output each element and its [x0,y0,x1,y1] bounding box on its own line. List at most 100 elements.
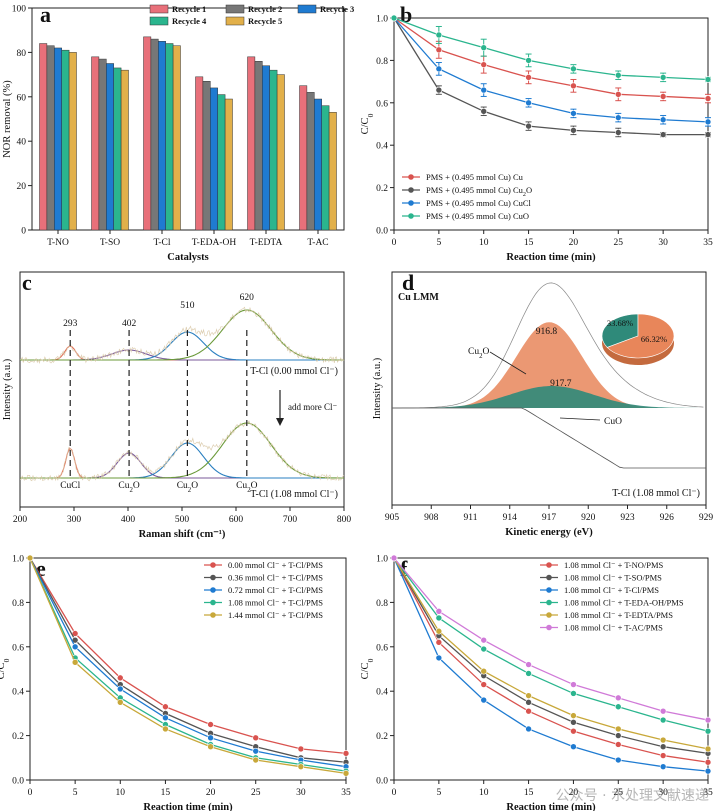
x-tick-label: 35 [703,788,713,798]
legend-marker [546,562,552,568]
x-tick-label: 30 [658,788,668,798]
x-axis-label: Reaction time (min) [143,802,233,811]
legend-label: 1.08 mmol Cl⁻ + T-Cl/PMS [228,598,323,608]
peak-species-label: Cu2O [177,481,199,494]
data-point [480,61,488,68]
data-point [570,727,577,735]
data-point [162,703,169,711]
data-point [570,718,577,726]
peak-species-label: CuCl [60,481,80,491]
fit-component [20,331,344,361]
envelope-outline [392,282,704,409]
data-point [342,750,350,757]
bar [202,81,211,231]
bar [106,63,114,231]
bar [150,38,159,231]
x-tick-label: 25 [251,788,261,798]
y-tick-label: 1.0 [376,15,388,25]
series-line [29,557,347,772]
x-tick-label: 25 [614,788,624,798]
y-tick-label: 0.0 [376,227,388,237]
data-point [570,82,577,90]
data-point [116,698,124,706]
legend-label: 1.08 mmol Cl⁻ + T-AC/PMS [564,623,663,633]
legend-marker [546,599,552,606]
y-tick-label: 0.8 [12,599,24,609]
y-tick-label: 20 [17,182,27,192]
legend-swatch [297,4,317,14]
cuo-area [392,386,706,408]
peak-position-label: 916.8 [536,327,558,337]
data-point [570,110,577,117]
x-tick-label: 400 [121,515,136,525]
panel-letter-e: e [36,556,46,581]
sample-label: T-Cl (1.08 mmol Cl⁻) [612,488,700,499]
legend-label: Recycle 4 [172,16,207,26]
category-label: T-AC [307,238,328,248]
data-point [207,743,214,751]
x-tick-label: 20 [206,788,216,798]
leader-line [559,417,601,421]
data-point [659,707,667,715]
legend-marker [210,574,216,581]
data-point [704,716,712,724]
series-line [29,557,347,768]
peak-position-label: 402 [122,319,137,329]
legend-label: PMS + (0.495 mmol Cu) CuCl [426,198,532,208]
x-tick-label: 929 [699,513,714,523]
spectrum-trace [19,306,345,364]
data-point [704,758,712,766]
series-line [393,557,709,763]
y-tick-label: 100 [12,5,27,15]
y-tick-label: 0.2 [376,732,388,742]
peak-position-label: 620 [240,293,255,303]
series-line [393,17,709,100]
y-axis-label: Intensity (a.u.) [372,357,383,419]
peak-position-label: 917.7 [550,379,572,389]
panel-a: 0 20 40 60 80 100 Catalysts NOR removal (%) T-NO… [2,4,354,263]
series-line [393,557,709,750]
data-point [435,627,443,635]
y-tick-label: 0.8 [376,599,388,609]
data-point [614,732,622,739]
category-label: T-NO [47,238,69,248]
x-tick-label: 25 [614,238,624,248]
legend-label: Recycle 2 [248,4,282,14]
y-axis-label: Intensity (a.u.) [2,358,13,420]
x-tick-label: 914 [503,513,518,523]
x-axis-label: Raman shift (cm⁻¹) [139,529,226,540]
data-point [570,681,577,688]
data-point [480,636,488,644]
y-tick-label: 1.0 [376,555,388,565]
bar [224,98,233,231]
panel-letter-f: f [400,556,408,581]
y-tick-label: 0.6 [376,99,388,109]
legend-marker [546,612,552,618]
panel-b: 0 5 10 15 20 25 30 35 0.0 0.2 0.4 0.6 0.8 1.0 Reaction… [360,15,713,264]
data-point [480,107,488,115]
data-point [525,707,532,715]
data-point [659,763,667,770]
data-point [659,74,667,81]
bar [54,47,62,231]
x-tick-label: 30 [296,788,306,798]
x-tick-label: 15 [161,788,171,798]
legend-marker [546,624,552,631]
legend-label: Recycle 1 [172,4,206,14]
series-line [29,557,347,755]
legend-marker [408,174,414,180]
legend-label: 0.36 mmol Cl⁻ + T-Cl/PMS [228,573,323,583]
data-point [570,743,577,751]
y-tick-label: 0.4 [376,688,388,698]
legend-label: PMS + (0.495 mmol Cu) Cu2O [426,185,532,198]
data-point [614,129,622,136]
x-tick-label: 800 [337,515,352,525]
legend-label: 1.08 mmol Cl⁻ + T-EDTA/PMS [564,610,673,620]
x-tick-label: 20 [569,788,579,798]
fit-component [20,309,344,361]
panel-e: 0 5 10 15 20 25 30 35 0.0 0.2 0.4 0.6 0.8 1.0 Reaction… [0,555,351,811]
y-tick-label: 0.0 [376,777,388,787]
data-point [614,741,622,748]
legend-marker [408,187,414,193]
